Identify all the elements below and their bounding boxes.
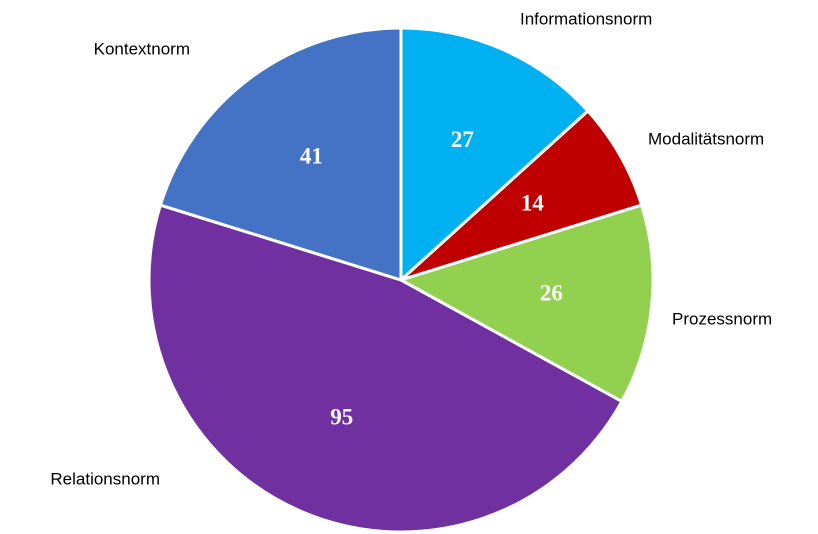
pie-slice: [158, 26, 403, 283]
data-label: 26: [540, 280, 563, 305]
category-label: Relationsnorm: [50, 469, 160, 488]
pie-slice: [147, 203, 624, 534]
category-label: Informationsnorm: [520, 9, 652, 28]
category-label: Modalitätsnorm: [648, 129, 764, 148]
data-label: 95: [330, 404, 353, 429]
category-label: Prozessnorm: [672, 309, 772, 328]
category-label: Kontextnorm: [94, 39, 190, 58]
pie-slice: [399, 26, 591, 284]
pie-slice: [399, 108, 644, 282]
data-label: 41: [300, 144, 323, 169]
data-label: 14: [521, 190, 545, 215]
data-label: 27: [451, 127, 474, 152]
pie-slice: [397, 203, 655, 404]
